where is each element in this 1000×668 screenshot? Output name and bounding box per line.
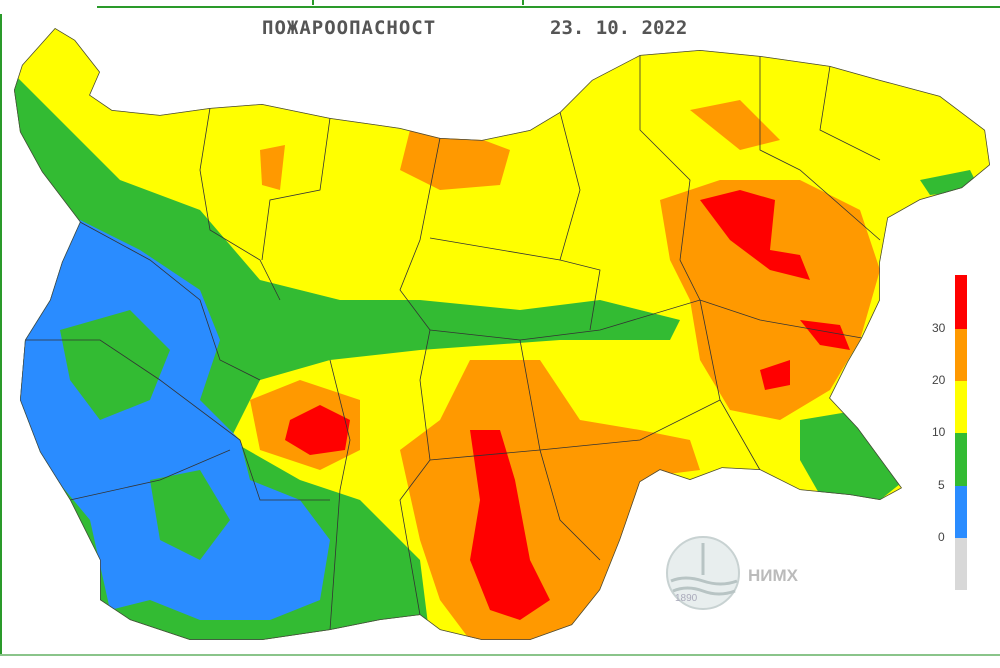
zone-low bbox=[800, 410, 905, 500]
logo-year: 1890 bbox=[675, 593, 698, 604]
zone-very-low bbox=[14, 220, 330, 620]
zone-high bbox=[400, 130, 510, 190]
zone-high bbox=[660, 180, 880, 420]
zone-very-high bbox=[285, 405, 350, 455]
legend-very-high bbox=[955, 275, 967, 329]
zone-low bbox=[60, 310, 170, 420]
district-borders bbox=[25, 55, 881, 631]
legend-color-bar bbox=[955, 275, 967, 590]
zone-very-high bbox=[760, 360, 790, 390]
legend-low bbox=[955, 433, 967, 486]
map-date: 23. 10. 2022 bbox=[550, 17, 688, 39]
frame-top-border bbox=[97, 3, 1000, 8]
zone-very-high bbox=[470, 430, 550, 620]
legend-tick: 30 bbox=[932, 321, 946, 335]
frame-divider bbox=[522, 0, 524, 5]
zone-very-high bbox=[700, 190, 810, 280]
legend-none bbox=[955, 538, 967, 590]
legend-tick: 10 bbox=[932, 425, 946, 439]
zone-high bbox=[690, 100, 780, 150]
frame-left-border bbox=[0, 14, 2, 654]
legend-very-low bbox=[955, 486, 967, 538]
frame-bottom-border bbox=[0, 654, 1000, 656]
nimh-logo-icon: 1890 bbox=[666, 536, 740, 610]
logo-text: НИМХ bbox=[748, 566, 798, 585]
zone-high bbox=[260, 145, 285, 190]
zone-low bbox=[150, 470, 230, 560]
frame-divider bbox=[312, 0, 314, 5]
legend-tick: 0 bbox=[938, 530, 945, 544]
legend-moderate bbox=[955, 381, 967, 433]
map-title: ПОЖАРООПАСНОСТ bbox=[262, 17, 437, 39]
legend-high bbox=[955, 329, 967, 381]
legend-tick: 5 bbox=[938, 478, 945, 492]
zone-very-high bbox=[800, 320, 850, 350]
legend-tick: 20 bbox=[932, 373, 946, 387]
